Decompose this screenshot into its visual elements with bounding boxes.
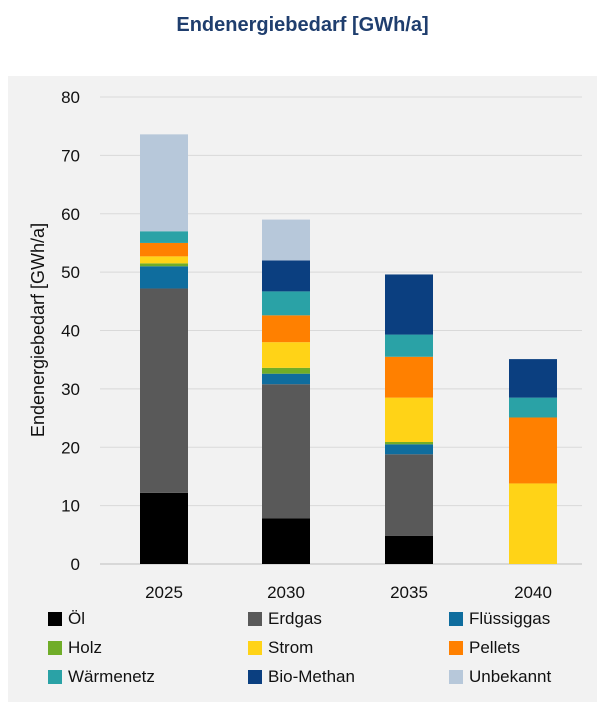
bar-segment bbox=[262, 367, 310, 374]
legend-swatch bbox=[48, 670, 62, 684]
bar-segment bbox=[509, 359, 557, 398]
legend-item: Bio-Methan bbox=[248, 666, 355, 688]
bar-segment bbox=[140, 134, 188, 232]
bar-segment bbox=[140, 263, 188, 267]
bar-segment bbox=[385, 454, 433, 536]
y-tick-labels: 0 10 20 30 40 50 60 70 80 bbox=[61, 88, 80, 574]
legend-swatch bbox=[449, 641, 463, 655]
bar-segment bbox=[262, 373, 310, 385]
bar-segment bbox=[262, 219, 310, 261]
legend-swatch bbox=[449, 612, 463, 626]
legend-item: Holz bbox=[48, 637, 102, 659]
legend-label: Holz bbox=[68, 638, 103, 657]
legend-swatch bbox=[248, 641, 262, 655]
x-tick-label: 2035 bbox=[390, 583, 428, 602]
bar-segment bbox=[385, 334, 433, 357]
y-tick-label: 50 bbox=[61, 263, 80, 282]
legend-swatch bbox=[449, 670, 463, 684]
legend-item: Unbekannt bbox=[449, 666, 551, 688]
x-tick-labels: 2025 2030 2035 2040 bbox=[145, 583, 552, 602]
legend-label: Erdgas bbox=[268, 609, 322, 628]
bar-segment bbox=[509, 483, 557, 564]
x-tick-label: 2030 bbox=[267, 583, 305, 602]
bar-segment bbox=[140, 231, 188, 243]
bar-segment bbox=[385, 535, 433, 564]
bar-segment bbox=[385, 441, 433, 445]
bar-segment bbox=[509, 417, 557, 484]
bar-segment bbox=[262, 291, 310, 316]
chart-title: Endenergiebedarf [GWh/a] bbox=[176, 14, 429, 36]
legend-swatch bbox=[48, 612, 62, 626]
y-tick-label: 0 bbox=[71, 555, 80, 574]
legend-item: Öl bbox=[48, 608, 85, 630]
bar-segment bbox=[385, 444, 433, 455]
legend-item: Flüssiggas bbox=[449, 608, 550, 630]
legend-label: Flüssiggas bbox=[469, 609, 551, 628]
bar-segment bbox=[262, 260, 310, 292]
bar-segment bbox=[140, 256, 188, 264]
bar-segment bbox=[385, 397, 433, 442]
legend-item: Strom bbox=[248, 637, 313, 659]
legend-swatch bbox=[48, 641, 62, 655]
x-tick-label: 2040 bbox=[514, 583, 552, 602]
y-tick-label: 70 bbox=[61, 146, 80, 165]
y-tick-label: 10 bbox=[61, 497, 80, 516]
x-tick-label: 2025 bbox=[145, 583, 183, 602]
bar-segment bbox=[262, 315, 310, 343]
bars bbox=[140, 134, 557, 564]
legend-label: Bio-Methan bbox=[268, 667, 355, 686]
bar-segment bbox=[140, 288, 188, 493]
bar-segment bbox=[385, 356, 433, 398]
bar-segment bbox=[262, 518, 310, 564]
y-axis-label: Endenergiebedarf [GWh/a] bbox=[28, 223, 48, 437]
legend-label: Pellets bbox=[469, 638, 521, 657]
bar-segment bbox=[262, 384, 310, 519]
legend-label: Unbekannt bbox=[469, 667, 552, 686]
bar-segment bbox=[385, 274, 433, 335]
bar-segment bbox=[140, 266, 188, 289]
bar-segment bbox=[140, 242, 188, 257]
legend-item: Pellets bbox=[449, 637, 520, 659]
legend-item: Wärmenetz bbox=[48, 666, 155, 688]
legend-label: Wärmenetz bbox=[68, 667, 155, 686]
y-tick-label: 40 bbox=[61, 322, 80, 341]
y-tick-label: 30 bbox=[61, 380, 80, 399]
legend-item: Erdgas bbox=[248, 608, 322, 630]
bar-segment bbox=[140, 492, 188, 564]
y-tick-label: 60 bbox=[61, 205, 80, 224]
legend-label: Strom bbox=[268, 638, 314, 657]
legend-swatch bbox=[248, 612, 262, 626]
y-tick-label: 20 bbox=[61, 438, 80, 457]
bar-segment bbox=[509, 397, 557, 418]
bar-segment bbox=[262, 342, 310, 368]
legend-label: Öl bbox=[68, 609, 85, 628]
legend-swatch bbox=[248, 670, 262, 684]
y-tick-label: 80 bbox=[61, 88, 80, 107]
